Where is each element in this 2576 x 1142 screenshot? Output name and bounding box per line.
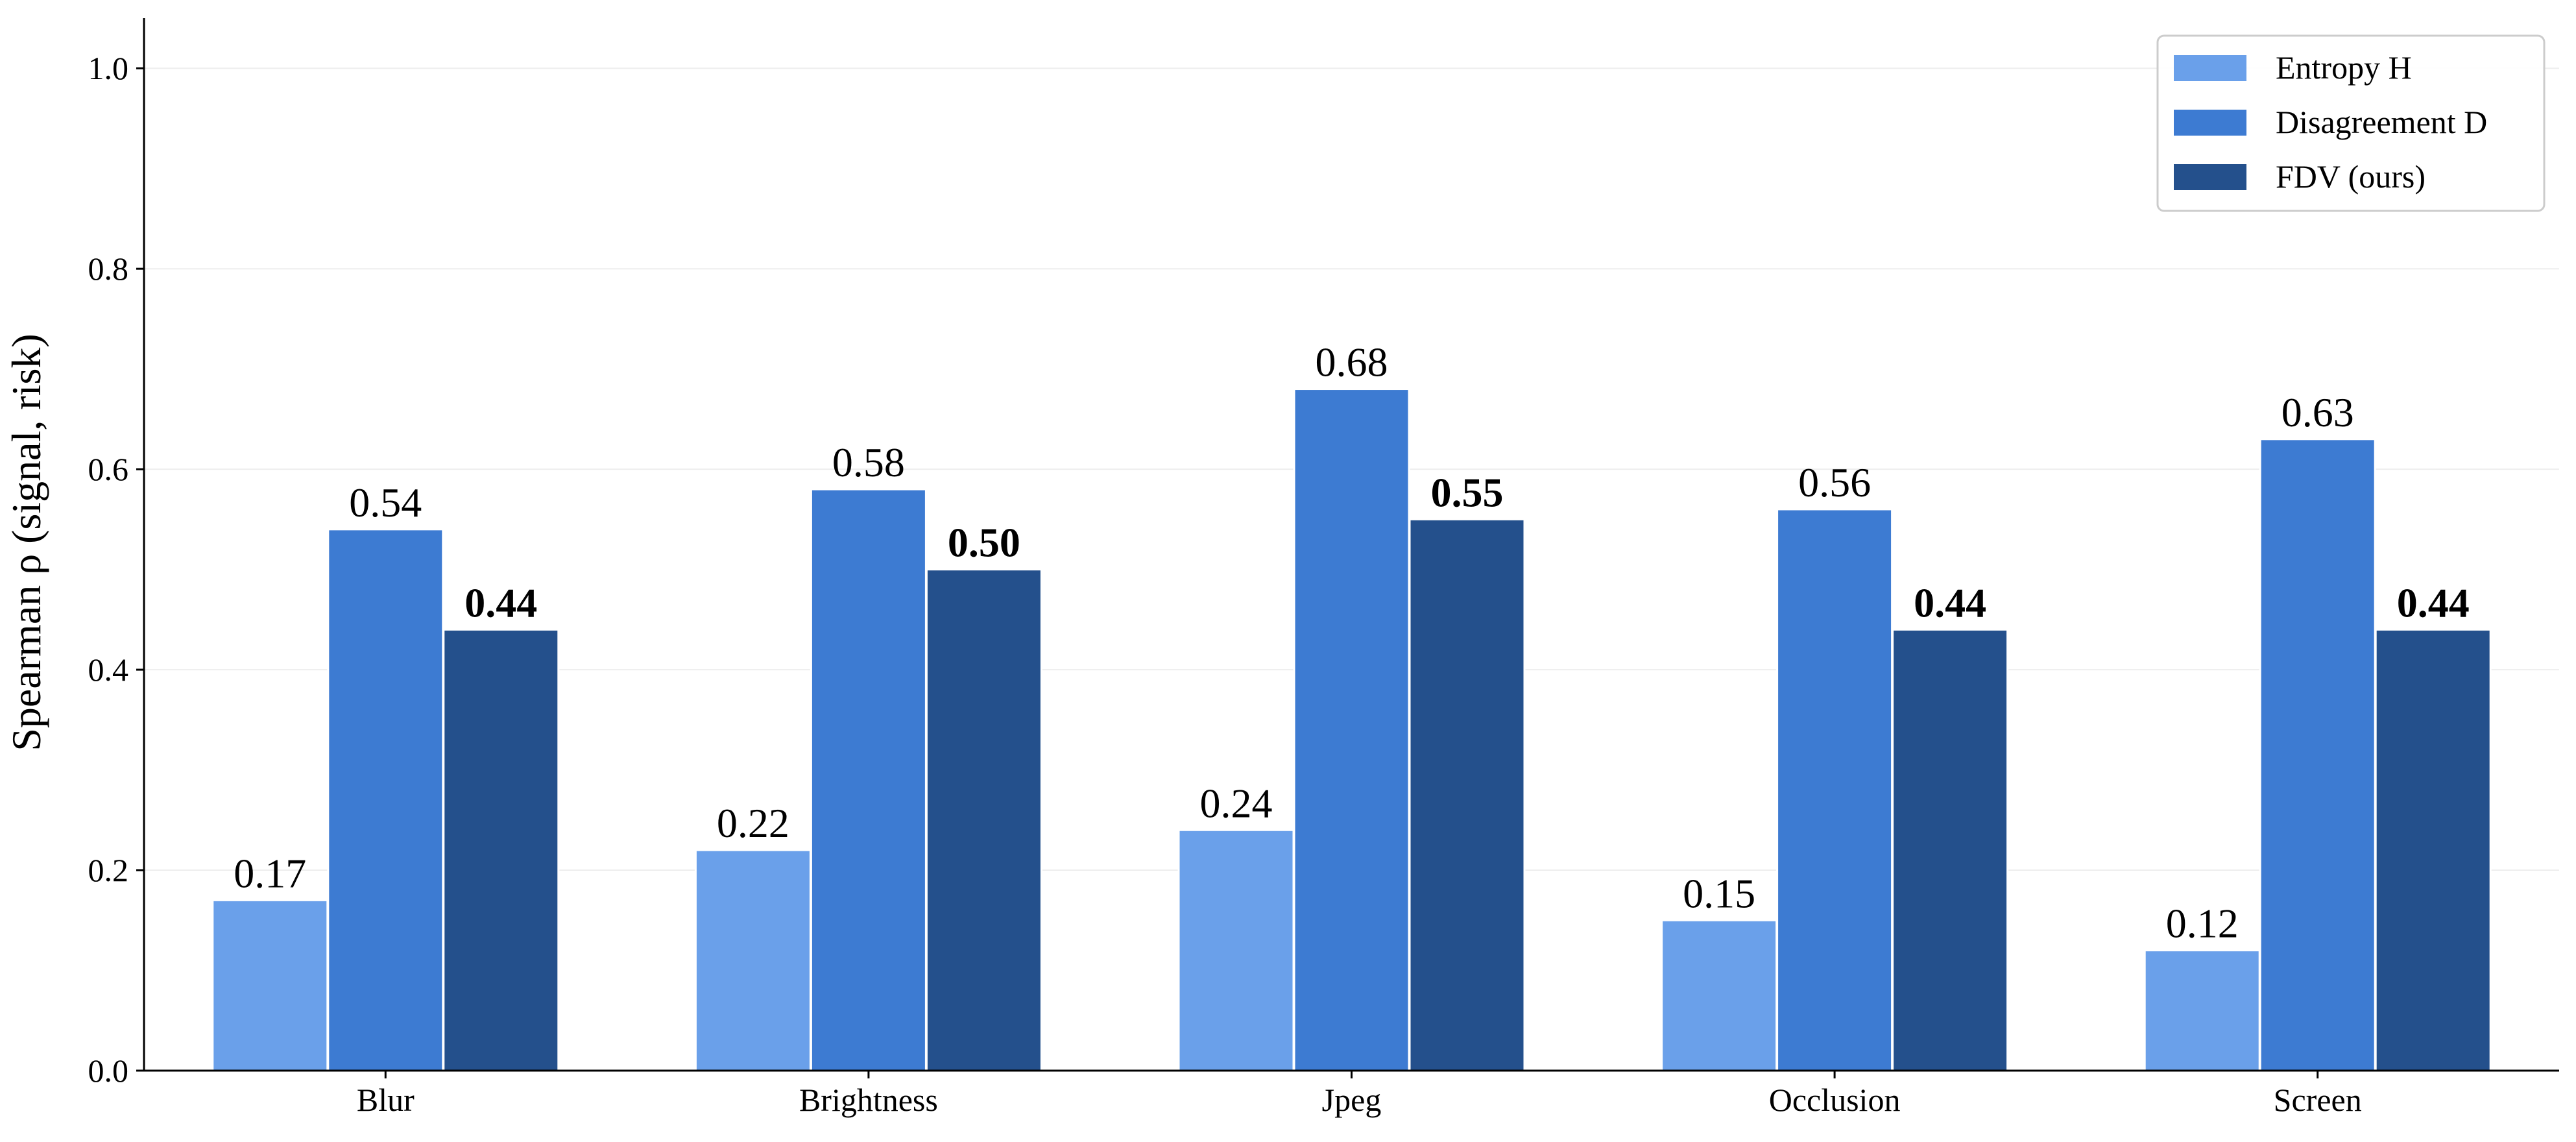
x-tick-label: Occlusion — [1769, 1082, 1901, 1118]
value-label: 0.54 — [349, 480, 422, 526]
value-label: 0.55 — [1431, 469, 1504, 515]
y-tick-label: 0.4 — [88, 651, 129, 688]
y-tick-label: 1.0 — [88, 50, 129, 86]
legend-frame — [2156, 34, 2546, 212]
bar-fdv-ours-blur — [442, 628, 560, 1072]
legend-swatch — [2174, 55, 2246, 81]
y-tick-label: 0.8 — [88, 250, 129, 287]
y-tick-label: 0.2 — [88, 852, 129, 888]
x-tick-label: Screen — [2274, 1082, 2362, 1118]
bar-disagreement-d-occlusion — [1776, 508, 1894, 1072]
value-label: 0.63 — [2281, 389, 2354, 435]
bar-entropy-h-blur — [211, 899, 329, 1072]
value-label: 0.15 — [1683, 870, 1755, 916]
legend-label: Entropy H — [2276, 49, 2412, 86]
y-tick-label: 0.6 — [88, 451, 129, 487]
bars — [211, 388, 2492, 1072]
value-label: 0.44 — [464, 579, 537, 626]
value-label: 0.12 — [2166, 901, 2239, 947]
bar-disagreement-d-blur — [327, 528, 444, 1072]
y-tick-label: 0.0 — [88, 1052, 129, 1089]
value-label: 0.44 — [1914, 579, 1986, 626]
value-label: 0.68 — [1316, 339, 1388, 385]
value-label: 0.58 — [832, 439, 905, 485]
y-axis-title: Spearman ρ (signal, risk) — [3, 334, 49, 751]
bar-fdv-ours-screen — [2374, 628, 2492, 1072]
legend-swatch — [2174, 110, 2246, 136]
x-ticks: Blur Brightness Jpeg Occlusion Screen — [357, 1071, 2362, 1118]
bar-fdv-ours-occlusion — [1892, 628, 2009, 1072]
bar-disagreement-d-jpeg — [1293, 388, 1410, 1072]
x-tick-label: Blur — [357, 1082, 415, 1118]
x-tick-label: Jpeg — [1322, 1082, 1382, 1118]
bar-entropy-h-occlusion — [1661, 919, 1778, 1072]
bar-entropy-h-brightness — [694, 849, 812, 1072]
value-label: 0.22 — [717, 800, 789, 846]
bar-disagreement-d-screen — [2259, 438, 2376, 1072]
value-label: 0.44 — [2397, 579, 2470, 626]
legend-label: Disagreement D — [2276, 104, 2487, 140]
legend-swatch — [2174, 164, 2246, 190]
value-label: 0.56 — [1798, 459, 1871, 505]
bar-entropy-h-screen — [2143, 949, 2261, 1072]
value-label: 0.17 — [234, 850, 306, 896]
legend: Entropy H Disagreement D FDV (ours) — [2156, 34, 2546, 212]
y-ticks: 0.0 0.2 0.4 0.6 0.8 1.0 — [88, 50, 144, 1089]
x-tick-label: Brightness — [799, 1082, 938, 1118]
bar-fdv-ours-jpeg — [1408, 518, 1526, 1072]
legend-label: FDV (ours) — [2276, 158, 2426, 195]
value-label: 0.24 — [1200, 780, 1273, 826]
value-label: 0.50 — [948, 520, 1020, 566]
bar-fdv-ours-brightness — [925, 568, 1042, 1072]
bar-disagreement-d-brightness — [810, 488, 927, 1072]
value-labels: 0.17 0.54 0.44 0.22 0.58 0.50 0.24 0.68 0.55 0.15… — [234, 339, 2469, 947]
bar-entropy-h-jpeg — [1177, 829, 1295, 1072]
